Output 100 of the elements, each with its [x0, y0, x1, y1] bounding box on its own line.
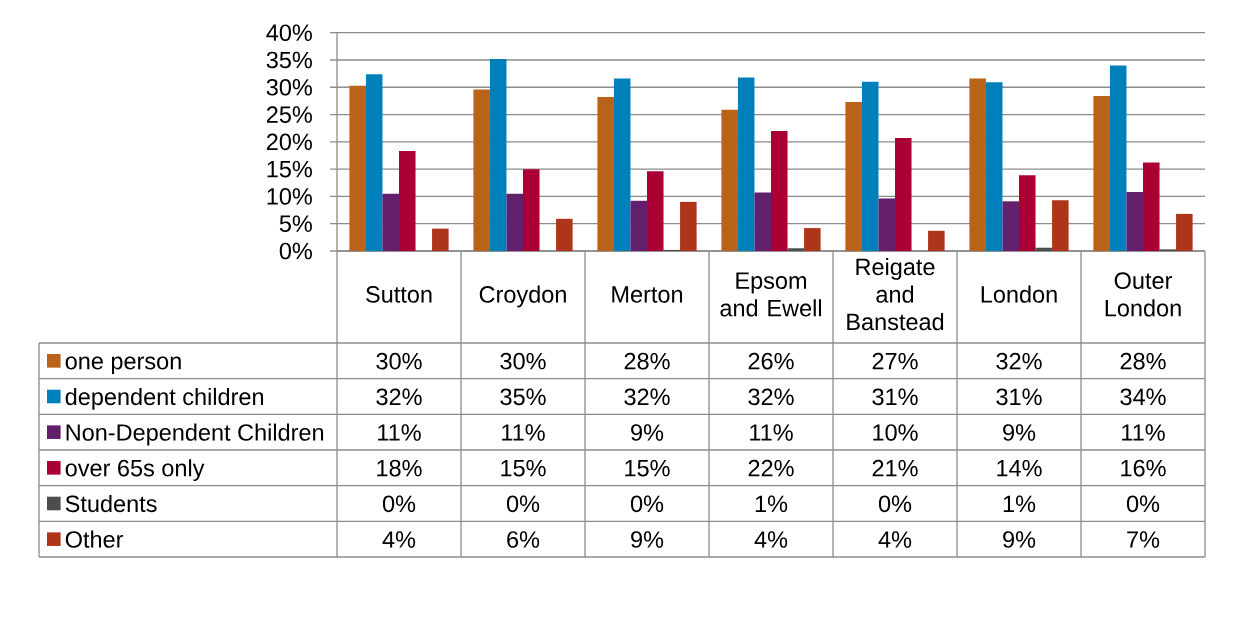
data-label: 0%	[506, 495, 540, 513]
data-label: 31%	[872, 388, 918, 406]
data-label: 30%	[376, 352, 422, 370]
data-label: 32%	[376, 388, 422, 406]
data-label: 9%	[1003, 424, 1036, 441]
y-tick-label: 10%	[267, 188, 312, 205]
bar	[432, 228, 449, 251]
data-label: 11%	[502, 424, 545, 441]
bar	[804, 228, 821, 251]
bar	[349, 85, 366, 251]
data-label: 32%	[748, 388, 794, 406]
bar	[737, 77, 755, 251]
bar	[1109, 65, 1127, 251]
x-tick-label: Reigate and Banstead	[847, 257, 944, 331]
x-tick-label: Outer London	[1105, 272, 1181, 317]
data-label: 11%	[1122, 424, 1165, 441]
legend-label: Other	[65, 530, 124, 548]
data-label: 9%	[631, 531, 664, 548]
bar	[399, 151, 416, 251]
data-label: 31%	[996, 388, 1042, 406]
bar	[754, 192, 772, 251]
y-tick-label: 30%	[266, 78, 312, 96]
data-label: 1%	[755, 495, 788, 513]
data-label: 26%	[748, 352, 794, 370]
x-tick-label: Epsom and Ewell	[720, 272, 822, 317]
data-label: 4%	[878, 531, 912, 548]
bar	[680, 201, 697, 251]
legend-label: Non-Dependent Children	[66, 423, 324, 446]
data-label: 21%	[872, 459, 918, 477]
data-label: 0%	[1126, 495, 1160, 513]
x-tick-label: Sutton	[366, 286, 432, 303]
y-tick-label: 15%	[267, 160, 312, 178]
data-label: 28%	[624, 352, 670, 370]
bar	[365, 74, 383, 251]
data-label: 4%	[382, 531, 416, 548]
legend-label: Students	[65, 494, 157, 513]
y-tick-label: 35%	[266, 51, 312, 69]
bar	[523, 169, 540, 251]
data-label: 15%	[501, 459, 546, 477]
data-label: 0%	[382, 495, 416, 513]
bar	[1052, 200, 1069, 251]
bar	[489, 58, 507, 251]
bar	[613, 78, 631, 251]
data-label: 11%	[378, 424, 421, 441]
data-label: 10%	[873, 424, 918, 441]
bar	[630, 200, 647, 251]
bar	[1093, 96, 1110, 251]
x-tick-label: London	[981, 285, 1057, 303]
legend-label: one person	[65, 356, 181, 375]
bar	[895, 138, 912, 251]
bar	[985, 82, 1003, 251]
bar	[969, 78, 986, 251]
data-label: 28%	[1120, 352, 1166, 370]
data-label: 1%	[1003, 495, 1036, 513]
data-label: 27%	[872, 352, 918, 370]
bar	[647, 171, 664, 251]
data-label: 16%	[1121, 459, 1166, 477]
bar	[928, 230, 945, 251]
data-label: 0%	[878, 495, 912, 513]
y-tick-label: 0%	[279, 242, 312, 260]
data-label: 35%	[500, 388, 546, 406]
bar	[1019, 175, 1036, 251]
data-label: 32%	[624, 388, 670, 406]
legend-label: dependent children	[65, 387, 264, 410]
x-tick-label: Merton	[612, 286, 683, 303]
data-label: 7%	[1127, 531, 1160, 548]
data-label: 4%	[754, 531, 788, 548]
data-label: 15%	[625, 459, 670, 477]
y-tick-label: 40%	[266, 24, 312, 42]
bar	[382, 193, 399, 251]
bar	[506, 193, 524, 251]
data-label: 0%	[630, 495, 664, 513]
bar	[787, 248, 805, 251]
bar	[556, 218, 573, 251]
bar	[845, 102, 862, 251]
bar	[878, 198, 895, 251]
bar	[1176, 213, 1193, 251]
data-label: 9%	[631, 424, 664, 441]
legend-label: over 65s only	[65, 459, 205, 482]
data-label: 6%	[507, 531, 540, 548]
data-label: 11%	[750, 424, 793, 441]
x-tick-label: Croydon	[479, 285, 566, 308]
y-tick-label: 20%	[266, 133, 312, 151]
bar	[861, 81, 879, 251]
data-label: 18%	[377, 459, 422, 477]
data-label: 22%	[748, 459, 794, 477]
bar	[473, 89, 490, 251]
data-label: 9%	[1003, 531, 1036, 548]
y-tick-label: 5%	[279, 215, 312, 232]
data-label: 30%	[500, 352, 546, 370]
bar	[1126, 192, 1144, 251]
data-label: 34%	[1120, 388, 1166, 406]
bar	[721, 109, 738, 251]
bar	[1143, 162, 1160, 251]
y-tick-label: 25%	[266, 106, 312, 123]
bar	[771, 130, 788, 251]
bar	[597, 97, 614, 251]
bar	[1002, 201, 1020, 251]
data-label: 32%	[996, 352, 1042, 370]
data-label: 14%	[997, 459, 1042, 477]
